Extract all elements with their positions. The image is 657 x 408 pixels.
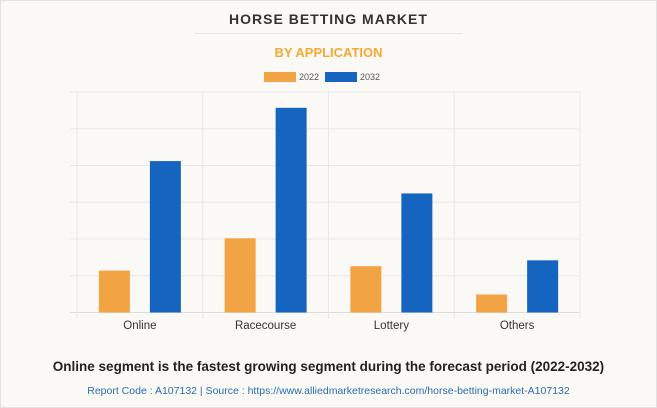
bar-online-2022 [98,270,130,313]
title-divider [195,33,462,34]
bar-racecourse-2022 [224,238,256,313]
legend-label-2032: 2032 [360,72,381,82]
legend-label-2022: 2022 [299,72,320,82]
x-tick-label: Others [500,320,535,332]
chart-caption: Online segment is the fastest growing se… [52,359,605,374]
bar-racecourse-2032 [275,107,307,313]
x-tick-label: Lottery [374,320,409,332]
bar-online-2032 [149,161,181,313]
bar-others-2022 [476,294,508,313]
source-line: Report Code : A107132 | Source : https:/… [87,385,570,397]
legend: 2022 2032 [264,72,386,82]
bar-lottery-2022 [350,266,382,313]
x-tick-label: Online [123,320,156,332]
x-tick-label: Racecourse [235,320,296,332]
legend-swatch-2032 [325,72,358,82]
chart-title: HORSE BETTING MARKET [229,11,428,27]
chart-subtitle: BY APPLICATION [274,45,383,60]
bar-others-2032 [527,260,559,313]
legend-swatch-2022 [264,72,296,82]
bar-lottery-2032 [401,193,433,313]
